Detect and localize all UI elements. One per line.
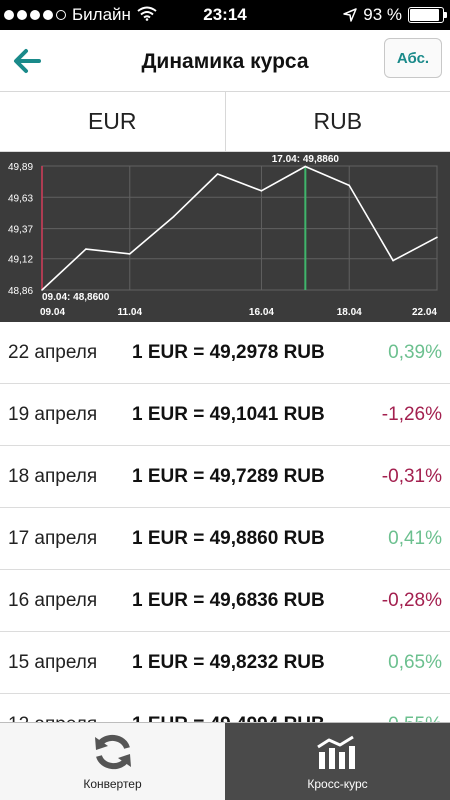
rate-row[interactable]: 16 апреля 1 EUR = 49,6836 RUB -0,28%	[0, 570, 450, 632]
rate-value: 1 EUR = 49,7289 RUB	[132, 466, 325, 487]
rate-data-point	[85, 248, 87, 250]
rate-value: 1 EUR = 49,8860 RUB	[132, 528, 325, 549]
currency-pair-selector: EUR RUB	[0, 92, 450, 152]
chart-plot-frame	[41, 165, 438, 291]
chart-selected-annotation: 17.04: 49,8860	[272, 154, 340, 165]
rate-value: 1 EUR = 49,4994 RUB	[132, 714, 325, 722]
signal-dot	[43, 10, 53, 20]
x-tick-label: 18.04	[337, 307, 362, 318]
rate-data-point	[216, 173, 219, 175]
rate-value: 1 EUR = 49,2978 RUB	[132, 342, 325, 363]
rate-change: -0,31%	[381, 466, 442, 487]
rate-change: 0,55%	[388, 714, 442, 722]
rate-chart-svg: 49,89 49,63 49,37 49,12 48,86 09.04 11.04 16.04…	[8, 154, 438, 318]
rate-value: 1 EUR = 49,6836 RUB	[132, 590, 325, 611]
rate-change: 0,41%	[388, 528, 442, 549]
rate-data-point	[392, 259, 394, 262]
tab-converter-label: Конвертер	[83, 777, 142, 791]
chart-start-annotation: 09.04: 48,8600	[42, 292, 110, 303]
rate-row[interactable]: 22 апреля 1 EUR = 49,2978 RUB 0,39%	[0, 322, 450, 384]
battery-fill	[410, 9, 439, 21]
rate-data-point	[348, 184, 351, 187]
refresh-arrows-icon	[94, 734, 131, 770]
rate-data-point	[436, 236, 438, 239]
status-right: 93 %	[343, 5, 447, 25]
rate-row[interactable]: 15 апреля 1 EUR = 49,8232 RUB 0,65%	[0, 632, 450, 694]
rate-change: -1,26%	[381, 404, 442, 425]
y-tick-label: 49,89	[8, 162, 33, 173]
rate-series-line	[41, 165, 438, 291]
rate-chart[interactable]: 49,89 49,63 49,37 49,12 48,86 09.04 11.04 16.04…	[0, 152, 450, 322]
status-bar: Билайн 23:14 93 %	[0, 0, 450, 30]
navigation-bar: Динамика курса Абс.	[0, 30, 450, 92]
y-tick-label: 48,86	[8, 286, 33, 297]
tab-converter[interactable]: Конвертер	[0, 723, 225, 800]
rate-change: 0,65%	[388, 652, 442, 673]
rate-row[interactable]: 12 апреля 1 EUR = 49,4994 RUB 0,55%	[0, 694, 450, 722]
y-tick-label: 49,63	[8, 193, 33, 204]
location-arrow-icon	[343, 8, 357, 22]
carrier-name: Билайн	[72, 5, 131, 24]
y-tick-label: 49,12	[8, 255, 33, 266]
x-tick-label: 22.04	[412, 307, 437, 318]
rate-data-point	[304, 165, 307, 168]
signal-dot	[17, 10, 27, 20]
rate-change: 0,39%	[388, 342, 442, 363]
rates-list[interactable]: 22 апреля 1 EUR = 49,2978 RUB 0,39% 19 апре…	[0, 322, 450, 722]
rate-data-point	[260, 190, 263, 192]
x-tick-label: 16.04	[249, 307, 274, 318]
rate-change: -0,28%	[381, 590, 442, 611]
wifi-icon	[137, 6, 157, 21]
rate-date: 18 апреля	[8, 466, 98, 487]
rate-row[interactable]: 18 апреля 1 EUR = 49,7289 RUB -0,31%	[0, 446, 450, 508]
rate-date: 16 апреля	[8, 590, 98, 611]
base-currency-button[interactable]: EUR	[87, 108, 137, 134]
x-tick-label: 09.04	[40, 307, 65, 318]
signal-dot	[30, 10, 40, 20]
signal-dot	[4, 10, 14, 20]
rate-data-point	[128, 253, 131, 255]
y-tick-label: 49,37	[8, 225, 33, 236]
back-arrow-icon	[14, 49, 41, 73]
rate-row[interactable]: 17 апреля 1 EUR = 49,8860 RUB 0,41%	[0, 508, 450, 570]
signal-dot	[56, 10, 66, 20]
status-left: Билайн	[4, 5, 157, 25]
rate-value: 1 EUR = 49,8232 RUB	[132, 652, 325, 673]
battery-icon	[408, 7, 447, 23]
signal-strength-icon	[4, 10, 66, 20]
x-tick-label: 11.04	[118, 307, 143, 318]
page-title: Динамика курса	[141, 50, 309, 73]
absolute-toggle-button[interactable]: Абс.	[384, 38, 442, 78]
rate-date: 19 апреля	[8, 404, 98, 425]
rate-date: 22 апреля	[8, 342, 98, 363]
tab-cross-rate[interactable]: Кросс-курс	[225, 723, 450, 800]
rate-row[interactable]: 19 апреля 1 EUR = 49,1041 RUB -1,26%	[0, 384, 450, 446]
rate-date: 17 апреля	[8, 528, 98, 549]
rate-data-point	[172, 215, 175, 218]
bar-chart-icon	[316, 735, 355, 769]
tab-cross-rate-label: Кросс-курс	[307, 777, 368, 791]
battery-percentage: 93 %	[363, 5, 402, 24]
tab-bar: Конвертер Кросс-курс	[0, 722, 450, 800]
rate-date: 12 апреля	[8, 714, 97, 722]
quote-currency-button[interactable]: RUB	[224, 92, 450, 151]
back-button[interactable]	[10, 44, 44, 78]
rate-value: 1 EUR = 49,1041 RUB	[132, 404, 325, 425]
rate-date: 15 апреля	[8, 652, 98, 673]
rate-data-point	[41, 289, 43, 291]
